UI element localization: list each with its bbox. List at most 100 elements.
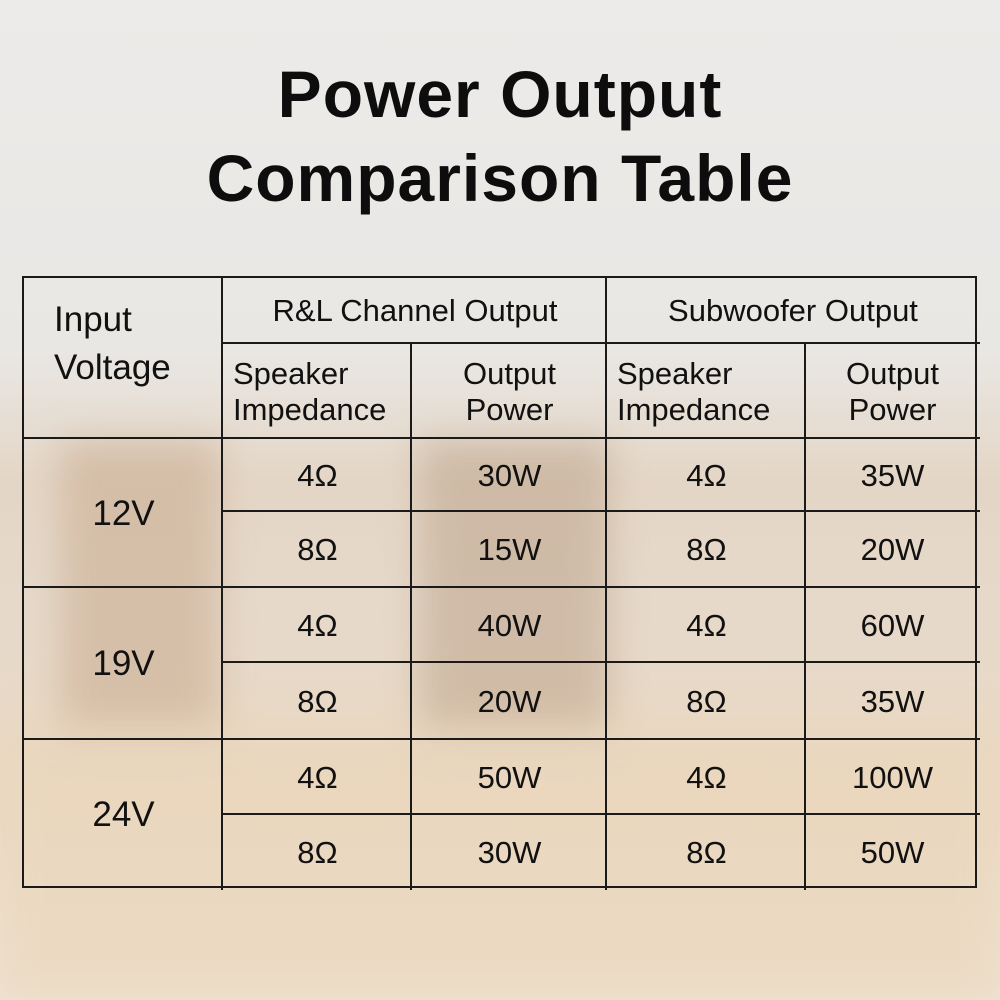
cell-content: 4Ω bbox=[297, 458, 337, 494]
cell-value: 50W bbox=[477, 759, 542, 795]
cell-value: 4Ω bbox=[297, 457, 338, 493]
cell-value: 4Ω bbox=[686, 759, 727, 795]
sub-impedance-cell: 8Ω bbox=[607, 815, 806, 890]
header-text: Power bbox=[848, 391, 937, 427]
voltage-cell: 24V bbox=[24, 740, 223, 890]
rl-power-cell: 15W bbox=[412, 512, 607, 588]
cell-content: 20W bbox=[478, 684, 542, 720]
cell-content: 20W bbox=[861, 532, 925, 568]
rl-power-cell: 30W bbox=[412, 439, 607, 512]
header-text: Impedance bbox=[233, 391, 387, 427]
cell-content: Speaker Impedance bbox=[617, 356, 770, 428]
cell-content: 4Ω bbox=[297, 760, 337, 796]
grid-line bbox=[222, 813, 980, 815]
cell-content: 60W bbox=[861, 608, 925, 644]
title-line-2: Comparison Table bbox=[206, 141, 794, 215]
cell-content: 100W bbox=[852, 760, 933, 796]
header-text: Impedance bbox=[617, 391, 771, 427]
cell-content: 4Ω bbox=[686, 608, 726, 644]
grid-line bbox=[23, 738, 980, 740]
header-output-power: Output Power bbox=[806, 344, 979, 439]
cell-value: 100W bbox=[852, 759, 933, 795]
rl-impedance-cell: 4Ω bbox=[223, 588, 412, 663]
header-output-power: Output Power bbox=[412, 344, 607, 439]
cell-value: 4Ω bbox=[297, 759, 338, 795]
cell-content: 8Ω bbox=[686, 684, 726, 720]
cell-content: Subwoofer Output bbox=[668, 293, 918, 329]
grid-line bbox=[221, 278, 223, 890]
sub-power-cell: 35W bbox=[806, 663, 979, 740]
rl-impedance-cell: 8Ω bbox=[223, 512, 412, 588]
sub-power-cell: 35W bbox=[806, 439, 979, 512]
cell-content: 8Ω bbox=[297, 532, 337, 568]
cell-value: 8Ω bbox=[297, 532, 338, 567]
cell-content: 50W bbox=[861, 835, 925, 871]
header-text: Power bbox=[465, 391, 554, 427]
cell-content: Speaker Impedance bbox=[233, 356, 386, 428]
header-text: Speaker bbox=[233, 355, 349, 391]
grid-line bbox=[410, 344, 412, 890]
cell-value: 50W bbox=[860, 834, 925, 870]
header-text: Output bbox=[845, 355, 940, 391]
cell-value: 8Ω bbox=[297, 683, 338, 719]
cell-content: 4Ω bbox=[686, 760, 726, 796]
cell-value: 30W bbox=[477, 457, 542, 493]
voltage-cell: 19V bbox=[24, 588, 223, 740]
grid-line bbox=[605, 278, 607, 890]
header-text: Subwoofer Output bbox=[668, 293, 918, 328]
grid-line bbox=[23, 437, 980, 439]
cell-value: 4Ω bbox=[297, 607, 338, 643]
header-text: R&L Channel Output bbox=[272, 293, 558, 328]
rl-impedance-cell: 4Ω bbox=[223, 740, 412, 815]
page-title: Power Output Comparison Table bbox=[0, 52, 1000, 220]
grid-line bbox=[222, 510, 980, 512]
cell-content: 30W bbox=[478, 835, 542, 871]
grid-line bbox=[222, 661, 980, 663]
header-speaker-impedance: Speaker Impedance bbox=[607, 344, 806, 439]
cell-value: 30W bbox=[477, 834, 542, 870]
cell-content: 4Ω bbox=[686, 458, 726, 494]
cell-value: 35W bbox=[860, 683, 925, 719]
cell-content: Output Power bbox=[463, 356, 556, 428]
comparison-table: Input Voltage R&L Channel Output Subwoofer … bbox=[22, 276, 980, 890]
cell-value: 35W bbox=[860, 457, 925, 493]
header-text: Voltage bbox=[54, 348, 171, 387]
cell-content: Output Power bbox=[846, 356, 939, 428]
sub-power-cell: 100W bbox=[806, 740, 979, 815]
cell-content: 35W bbox=[861, 458, 925, 494]
cell-content: 12V bbox=[92, 493, 155, 533]
header-rl-channel-output: R&L Channel Output bbox=[223, 278, 607, 344]
sub-impedance-cell: 4Ω bbox=[607, 439, 806, 512]
rl-power-cell: 50W bbox=[412, 740, 607, 815]
header-subwoofer-output: Subwoofer Output bbox=[607, 278, 979, 344]
header-text: Speaker bbox=[617, 355, 733, 391]
sub-impedance-cell: 4Ω bbox=[607, 588, 806, 663]
sub-impedance-cell: 8Ω bbox=[607, 663, 806, 740]
grid-line bbox=[23, 586, 980, 588]
cell-content: Input Voltage bbox=[54, 296, 171, 392]
rl-power-cell: 20W bbox=[412, 663, 607, 740]
cell-value: 40W bbox=[477, 607, 542, 643]
rl-impedance-cell: 8Ω bbox=[223, 663, 412, 740]
cell-value: 8Ω bbox=[686, 834, 727, 870]
cell-value: 8Ω bbox=[686, 683, 727, 719]
header-text: Output bbox=[462, 355, 557, 391]
voltage-value: 24V bbox=[92, 795, 155, 834]
cell-value: 4Ω bbox=[686, 607, 727, 643]
cell-value: 20W bbox=[477, 683, 542, 719]
sub-power-cell: 20W bbox=[806, 512, 979, 588]
grid-line bbox=[222, 342, 980, 344]
cell-content: 24V bbox=[92, 797, 154, 833]
cell-value: 8Ω bbox=[297, 834, 338, 870]
cell-content: 8Ω bbox=[686, 835, 726, 871]
cell-content: R&L Channel Output bbox=[273, 293, 558, 329]
sub-impedance-cell: 8Ω bbox=[607, 512, 806, 588]
sub-impedance-cell: 4Ω bbox=[607, 740, 806, 815]
cell-content: 15W bbox=[478, 532, 542, 568]
voltage-value: 12V bbox=[92, 493, 155, 533]
title-line-1: Power Output bbox=[277, 57, 723, 131]
header-speaker-impedance: Speaker Impedance bbox=[223, 344, 412, 439]
cell-content: 8Ω bbox=[297, 835, 337, 871]
sub-power-cell: 60W bbox=[806, 588, 979, 663]
cell-content: 4Ω bbox=[297, 608, 337, 644]
